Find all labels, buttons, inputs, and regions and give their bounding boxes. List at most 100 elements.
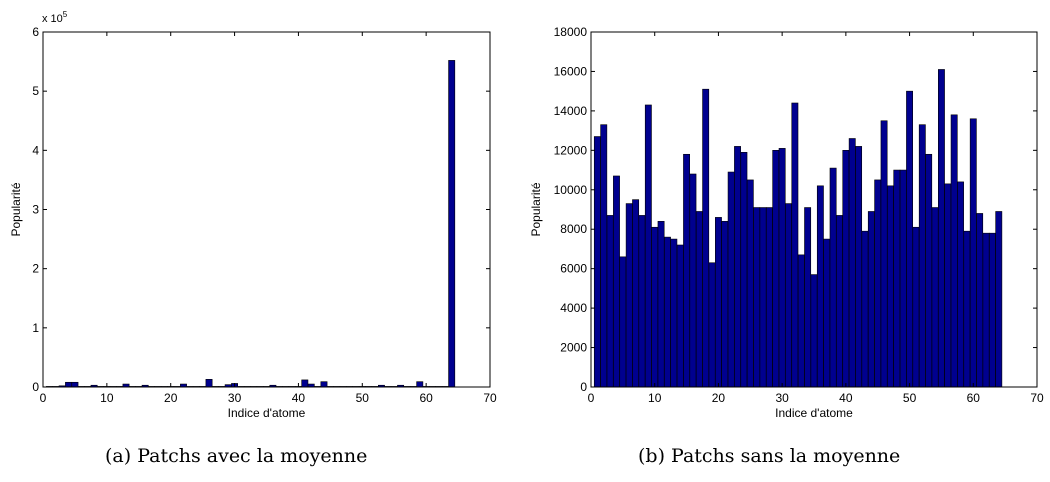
chart-b-bar [702, 88, 710, 388]
chart-b-bar [995, 211, 1003, 388]
chart-b-bar [721, 221, 729, 388]
chart-b-x-tick-label: 0 [588, 391, 595, 405]
chart-b-x-tick-label: 70 [1030, 391, 1044, 405]
chart-a-y-tick-label: 4 [32, 143, 39, 157]
chart-a-bar [205, 379, 213, 388]
chart-a-y-tick-label: 5 [32, 84, 39, 98]
chart-b-bar [689, 173, 697, 388]
chart-a-y-tick-label: 3 [32, 203, 39, 217]
chart-b-bar [963, 230, 971, 388]
chart-b-bar [753, 207, 761, 388]
chart-b-bar [619, 256, 627, 388]
chart-b-y-tick-label: 14000 [554, 104, 588, 118]
chart-a-bar [71, 381, 79, 388]
chart-b-bar [829, 167, 837, 388]
chart-b-y-tick-label: 16000 [554, 64, 588, 78]
chart-a-y-tick-label: 2 [32, 262, 39, 276]
chart-b-bar [867, 211, 875, 388]
chart-b-bar [855, 146, 863, 388]
chart-b-bar [727, 171, 735, 388]
chart-b-bar [969, 118, 977, 388]
chart-b-y-tick-label: 0 [580, 380, 587, 394]
chart-b-bar [938, 69, 945, 388]
chart-b-x-tick-label: 40 [839, 391, 853, 405]
chart-b-bar [740, 152, 748, 388]
chart-b-bar [715, 217, 722, 388]
chart-b-bar [772, 150, 780, 388]
chart-b-bar [874, 179, 882, 388]
chart-b-bar [664, 236, 671, 388]
chart-b-y-tick-label: 8000 [560, 222, 587, 236]
chart-b-bar [976, 213, 984, 388]
chart-b-bar [670, 238, 678, 388]
chart-b-bar [746, 179, 754, 388]
chart-b-bar [982, 232, 990, 388]
chart-b-bar [759, 207, 767, 388]
chart-b-bar [632, 199, 640, 388]
chart-b-bar [625, 203, 633, 388]
chart-b-bar [638, 215, 646, 388]
chart-a-x-tick-label: 10 [100, 391, 114, 405]
chart-b-bar [823, 238, 831, 388]
chart-a-bar [301, 379, 309, 388]
chart-b-bar [918, 124, 926, 388]
chart-a-x-tick-label: 70 [483, 391, 497, 405]
chart-b-bar [861, 230, 869, 388]
caption-a: (a) Patchs avec la moyenne [105, 445, 368, 467]
chart-b-bar [880, 120, 888, 388]
chart-a-x-tick-label: 30 [228, 391, 242, 405]
chart-b-y-tick-label: 2000 [560, 341, 587, 355]
chart-a-patchs-avec-moyenne: x 105 0 10 20 30 40 50 60 70 0 1 2 3 4 5 6 Indice d'ato… [9, 10, 497, 420]
chart-b-y-tick-label: 12000 [554, 143, 588, 157]
chart-a-y-tick-label: 0 [32, 380, 39, 394]
chart-b-bar [816, 185, 824, 388]
chart-a-axes-box [42, 31, 491, 388]
chart-a-x-tick-label: 60 [419, 391, 433, 405]
chart-b-bar [593, 136, 601, 388]
chart-b-bar [791, 102, 799, 388]
chart-a-bar [416, 381, 424, 388]
chart-b-bar [804, 207, 812, 388]
chart-a-multiplier: x 105 [42, 10, 68, 25]
chart-a-y-tick-label: 1 [32, 321, 39, 335]
chart-a-y-axis-label: Popularité [9, 182, 23, 236]
chart-b-bar [906, 90, 913, 388]
caption-b: (b) Patchs sans la moyenne [638, 445, 901, 467]
chart-b-bar [600, 124, 608, 388]
chart-b-y-tick-label: 18000 [554, 25, 588, 39]
chart-b-bar [778, 148, 786, 388]
chart-b-bar [957, 181, 964, 388]
chart-b-bar [797, 254, 805, 388]
chart-b-bar [651, 226, 659, 388]
chart-b-bar [944, 183, 952, 388]
chart-b-bar [893, 169, 901, 388]
chart-b-bar [988, 232, 996, 388]
chart-a-x-tick-label: 50 [356, 391, 370, 405]
chart-b-bar [765, 207, 773, 388]
chart-b-x-tick-label: 30 [775, 391, 789, 405]
chart-a-bar [65, 381, 72, 388]
chart-a-x-tick-label: 20 [164, 391, 178, 405]
chart-b-bar [644, 104, 652, 388]
chart-b-bar [848, 138, 856, 388]
chart-b-bar [683, 153, 690, 388]
chart-b-bar [657, 221, 665, 388]
chart-b-bar [925, 153, 933, 388]
chart-b-patchs-sans-moyenne: 0 10 20 30 40 50 60 70 0 2000 4000 6000 8000 10000 120… [529, 25, 1044, 420]
chart-a-y-tick-label: 6 [32, 25, 39, 39]
chart-a-bar [448, 60, 456, 388]
chart-b-bar [836, 215, 843, 388]
chart-b-x-tick-label: 20 [712, 391, 726, 405]
chart-b-x-axis-label: Indice d'atome [775, 406, 853, 420]
chart-b-y-tick-label: 6000 [560, 262, 587, 276]
chart-a-bar [320, 381, 328, 388]
chart-b-bar [899, 169, 907, 388]
chart-b-x-tick-label: 10 [648, 391, 662, 405]
chart-b-bar [676, 244, 684, 388]
chart-b-bar [950, 114, 958, 388]
chart-b-bar [708, 262, 716, 388]
chart-a-x-tick-label: 0 [40, 391, 47, 405]
chart-b-bar [842, 150, 850, 388]
chart-a-x-axis-label: Indice d'atome [228, 406, 306, 420]
chart-b-x-tick-label: 50 [903, 391, 917, 405]
